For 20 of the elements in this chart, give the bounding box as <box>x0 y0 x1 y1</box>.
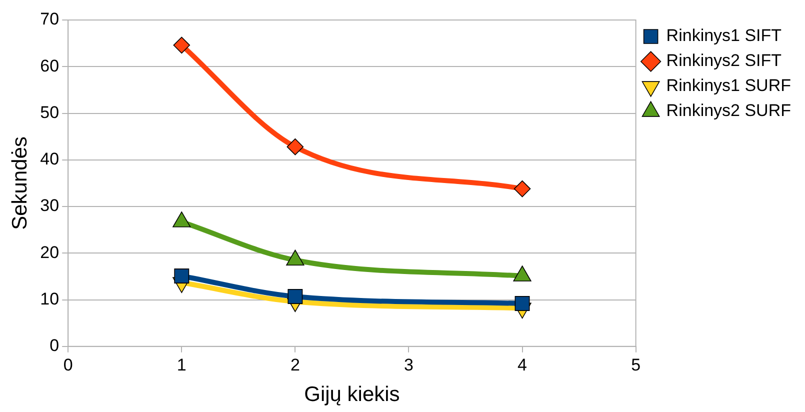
legend-label: Rinkinys2 SIFT <box>666 51 782 70</box>
x-tick-label: 2 <box>290 355 300 374</box>
x-axis-title: Gijų kiekis <box>304 383 400 406</box>
y-tick-label: 0 <box>50 336 60 356</box>
y-tick-label: 10 <box>40 289 60 308</box>
y-tick-label: 40 <box>40 150 60 169</box>
y-tick-label: 50 <box>40 102 60 122</box>
legend-label: Rinkinys1 SIFT <box>666 26 782 46</box>
y-tick-label: 20 <box>40 242 60 262</box>
legend-label: Rinkinys2 SURF <box>666 101 792 120</box>
x-tick-label: 3 <box>404 355 414 374</box>
x-tick-label: 0 <box>63 355 73 374</box>
y-tick-label: 60 <box>40 56 60 76</box>
x-tick-label: 1 <box>176 355 186 374</box>
legend-label: Rinkinys1 SURF <box>666 76 792 96</box>
y-tick-label: 70 <box>40 10 60 29</box>
x-tick-label: 4 <box>518 355 527 374</box>
y-axis-title: Sekundės <box>8 136 32 230</box>
y-tick-label: 30 <box>40 196 60 216</box>
x-tick-label: 5 <box>631 355 641 374</box>
